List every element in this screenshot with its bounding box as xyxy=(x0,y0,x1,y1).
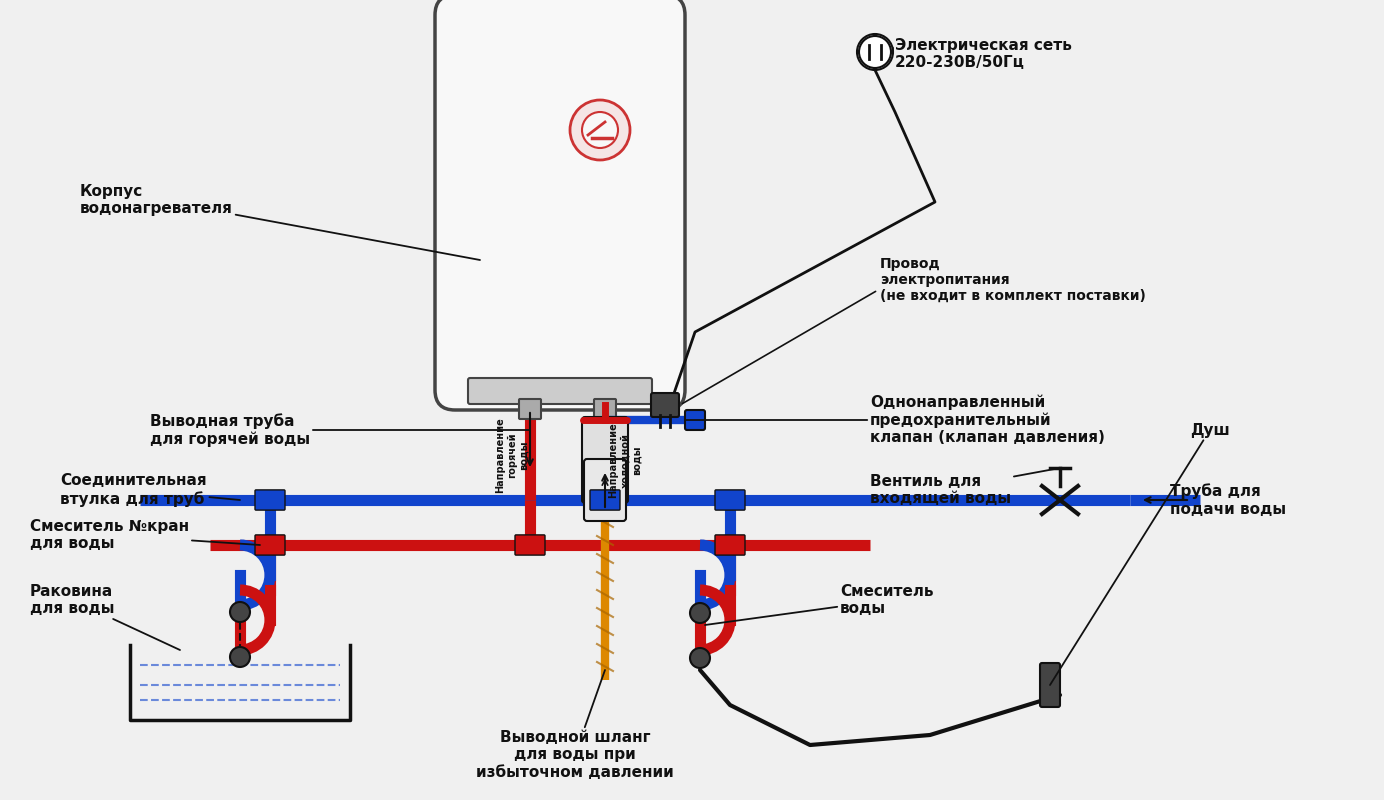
Text: Электрическая сеть
220-230В/50Гц: Электрическая сеть 220-230В/50Гц xyxy=(895,38,1071,70)
FancyBboxPatch shape xyxy=(716,535,745,555)
FancyBboxPatch shape xyxy=(255,535,285,555)
Text: Смеситель
воды: Смеситель воды xyxy=(704,584,933,625)
FancyBboxPatch shape xyxy=(255,490,285,510)
Text: Направление
горячей
воды: Направление горячей воды xyxy=(495,417,529,493)
FancyBboxPatch shape xyxy=(590,490,620,510)
Text: Корпус
водонагревателя: Корпус водонагревателя xyxy=(80,184,480,260)
Circle shape xyxy=(230,647,251,667)
FancyBboxPatch shape xyxy=(594,399,616,419)
FancyBboxPatch shape xyxy=(515,535,545,555)
Text: Выводной шланг
для воды при
избыточном давлении: Выводной шланг для воды при избыточном д… xyxy=(476,670,674,780)
FancyBboxPatch shape xyxy=(1039,663,1060,707)
FancyBboxPatch shape xyxy=(519,399,541,419)
Text: Провод
электропитания
(не входит в комплект поставки): Провод электропитания (не входит в компл… xyxy=(880,257,1146,303)
FancyBboxPatch shape xyxy=(584,459,626,521)
FancyBboxPatch shape xyxy=(583,417,628,503)
FancyBboxPatch shape xyxy=(716,490,745,510)
Text: Однонаправленный
предохранительный
клапан (клапан давления): Однонаправленный предохранительный клапа… xyxy=(685,394,1104,446)
Circle shape xyxy=(691,603,710,623)
Circle shape xyxy=(230,602,251,622)
Text: Смеситель №кран
для воды: Смеситель №кран для воды xyxy=(30,519,260,551)
Text: Направление
холодной
воды: Направление холодной воды xyxy=(609,422,642,498)
Text: Душ: Душ xyxy=(1050,422,1230,685)
Text: Выводная труба
для горячей воды: Выводная труба для горячей воды xyxy=(149,413,530,447)
Circle shape xyxy=(570,100,630,160)
Circle shape xyxy=(859,36,891,68)
FancyBboxPatch shape xyxy=(650,393,680,417)
FancyBboxPatch shape xyxy=(435,0,685,410)
Text: Раковина
для воды: Раковина для воды xyxy=(30,584,180,650)
Circle shape xyxy=(691,648,710,668)
Text: Соединительная
втулка для труб: Соединительная втулка для труб xyxy=(60,474,239,506)
FancyBboxPatch shape xyxy=(468,378,652,404)
Text: Труба для
подачи воды: Труба для подачи воды xyxy=(1150,483,1286,517)
FancyBboxPatch shape xyxy=(685,410,704,430)
Circle shape xyxy=(583,112,619,148)
Text: Вентиль для
входящей воды: Вентиль для входящей воды xyxy=(871,468,1060,506)
